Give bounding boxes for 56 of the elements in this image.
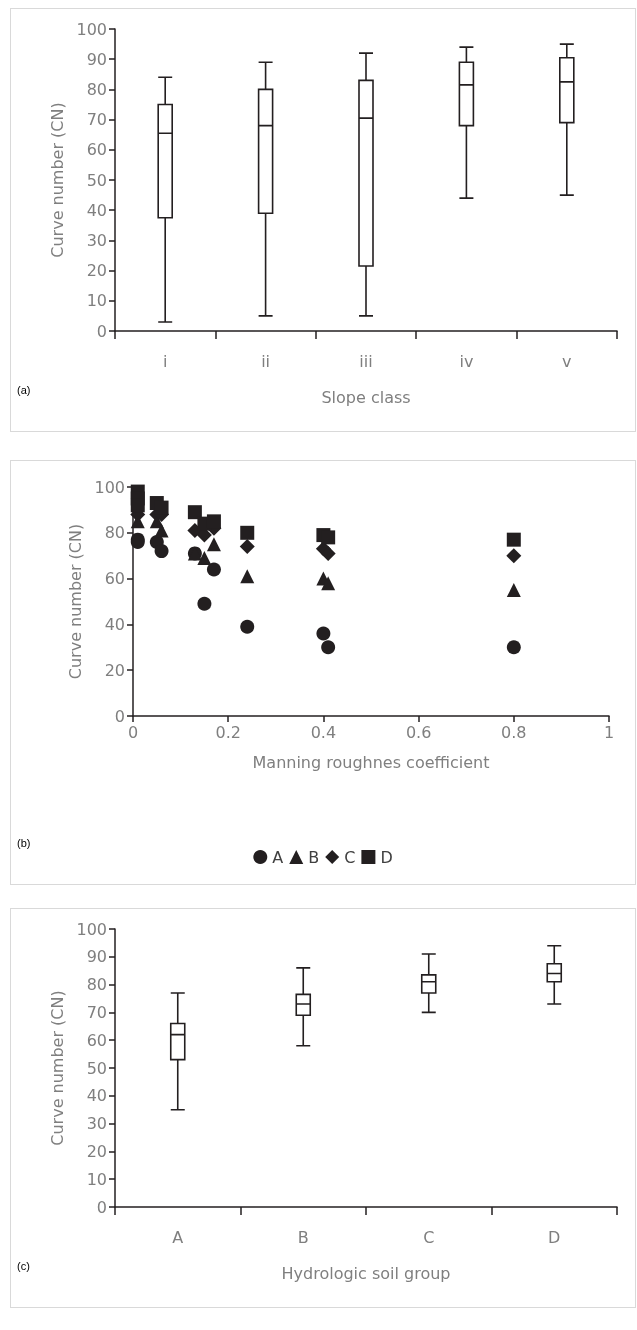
y-tick-label: 60 <box>86 1030 107 1050</box>
y-tick-label: 80 <box>86 79 107 99</box>
y-tick-label: 20 <box>86 1141 107 1161</box>
x-tick-label: 0.6 <box>405 722 432 742</box>
x-tick-label: v <box>562 351 572 371</box>
y-tick-label: 100 <box>76 919 107 939</box>
x-tick-label: 0.2 <box>215 722 241 742</box>
legend-label: C <box>344 847 356 867</box>
y-tick-label: 30 <box>86 230 107 250</box>
y-tick-label: 60 <box>86 140 107 160</box>
y-tick-label: 0 <box>114 706 125 726</box>
y-tick-label: 40 <box>86 200 107 220</box>
y-tick-label: 50 <box>86 170 107 190</box>
y-tick-label: 10 <box>86 1169 107 1189</box>
legend-label: B <box>308 847 320 867</box>
y-tick-label: 0 <box>96 321 107 341</box>
x-tick-label: B <box>297 1227 309 1247</box>
x-tick-label: A <box>172 1227 184 1247</box>
x-tick-label: D <box>548 1227 561 1247</box>
y-tick-label: 40 <box>86 1086 107 1106</box>
y-tick-label: 60 <box>104 569 125 589</box>
x-tick-label: ii <box>261 351 271 371</box>
x-tick-label: 1 <box>603 722 615 742</box>
x-tick-label: C <box>423 1227 435 1247</box>
x-tick-label: iii <box>359 351 373 371</box>
y-tick-label: 40 <box>104 614 125 634</box>
text: (a) <box>17 383 31 396</box>
y-tick-label: 80 <box>104 523 125 543</box>
legend-label: D <box>380 847 393 867</box>
y-tick-label: 50 <box>86 1058 107 1078</box>
y-tick-label: 10 <box>86 291 107 311</box>
y-tick-label: 70 <box>86 1002 107 1022</box>
y-tick-label: 100 <box>94 477 125 497</box>
y-tick-label: 20 <box>86 261 107 281</box>
y-tick-label: 90 <box>86 49 107 69</box>
text: (c) <box>17 1259 30 1272</box>
y-tick-label: 90 <box>86 947 107 967</box>
x-tick-label: 0 <box>127 722 139 742</box>
y-tick-label: 20 <box>104 660 125 680</box>
x-tick-label: i <box>162 351 168 371</box>
y-tick-label: 0 <box>96 1197 107 1217</box>
y-tick-label: 80 <box>86 975 107 995</box>
text: (b) <box>17 836 31 849</box>
y-axis-title: Curve number (CN) <box>48 990 68 1146</box>
x-axis-title: Slope class <box>321 387 411 407</box>
y-axis-title: Curve number (CN) <box>66 523 86 680</box>
y-tick-label: 30 <box>86 1114 107 1134</box>
y-tick-label: 100 <box>76 19 107 39</box>
x-tick-label: iv <box>459 351 474 371</box>
x-tick-label: 0.4 <box>310 722 337 742</box>
legend-label: A <box>272 847 284 867</box>
x-axis-title: Manning roughnes coefficient <box>252 752 490 772</box>
y-tick-label: 70 <box>86 110 107 130</box>
y-axis-title: Curve number (CN) <box>48 102 68 258</box>
x-axis-title: Hydrologic soil group <box>281 1263 451 1283</box>
x-tick-label: 0.8 <box>501 722 527 742</box>
